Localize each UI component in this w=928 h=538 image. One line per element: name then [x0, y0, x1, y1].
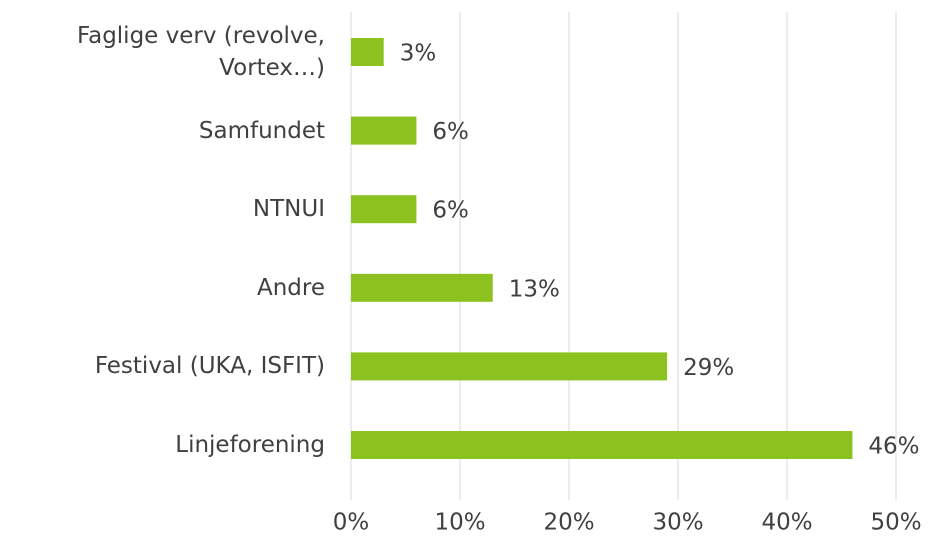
data-label: 6% [432, 198, 469, 224]
bar [351, 38, 384, 66]
category-label: Faglige verv (revolve, Vortex…) [76, 23, 325, 81]
category-label: Andre [256, 274, 325, 301]
category-label: NTNUI [252, 196, 325, 223]
bar [351, 273, 493, 302]
data-label: 29% [683, 355, 734, 381]
data-label: 6% [432, 119, 469, 145]
x-tick-label: 10% [434, 510, 485, 536]
bar [351, 195, 417, 224]
data-label: 46% [868, 434, 919, 460]
bar [351, 431, 853, 459]
category-label: Samfundet [198, 117, 325, 144]
category-label: Linjeforening [175, 432, 325, 458]
category-label: Festival (UKA, ISFIT) [94, 353, 325, 380]
x-tick-label: 30% [652, 510, 703, 536]
data-label: 13% [509, 276, 560, 302]
x-tick-label: 40% [761, 510, 812, 536]
x-tick-label: 50% [870, 510, 921, 536]
bar [351, 352, 668, 381]
bar [351, 116, 417, 145]
x-tick-label: 0% [333, 510, 370, 536]
x-tick-label: 20% [543, 510, 594, 536]
data-label: 3% [400, 41, 437, 67]
